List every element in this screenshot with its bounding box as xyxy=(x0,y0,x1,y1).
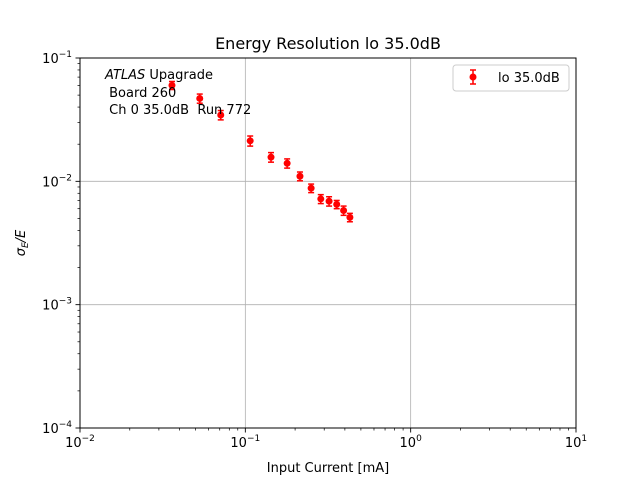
y-axis-label-sigma: σ xyxy=(14,247,29,256)
data-marker xyxy=(267,153,275,161)
y-tick-exponent: −1 xyxy=(59,50,72,60)
data-point xyxy=(217,109,225,121)
x-tick-exponent: −1 xyxy=(247,434,260,444)
data-point xyxy=(325,195,333,207)
annotation-line-2: Board 260 xyxy=(105,86,176,101)
x-tick-base: 10 xyxy=(65,436,82,451)
annotation-line-1: ATLAS Upagrade xyxy=(104,68,213,83)
y-axis-label-tail: /E xyxy=(14,229,29,243)
data-marker xyxy=(325,197,333,205)
data-point xyxy=(283,158,291,169)
data-point xyxy=(333,199,341,210)
y-tick-base: 10 xyxy=(42,299,59,314)
legend: lo 35.0dB xyxy=(452,64,570,92)
data-point xyxy=(296,171,304,182)
x-tick-label: 10−1 xyxy=(230,434,260,451)
x-tick-exponent: 1 xyxy=(581,434,587,444)
data-marker xyxy=(217,111,225,119)
chart-title: Energy Resolution lo 35.0dB xyxy=(215,34,441,53)
x-tick-base: 10 xyxy=(230,436,247,451)
y-tick-label: 10−3 xyxy=(42,297,72,314)
data-marker xyxy=(317,195,325,203)
legend-box xyxy=(452,64,570,92)
data-point xyxy=(346,212,354,223)
annotation-line-3: Ch 0 35.0dB Run 772 xyxy=(105,103,251,118)
y-tick-exponent: −4 xyxy=(59,420,73,430)
data-marker xyxy=(333,200,341,208)
y-tick-exponent: −2 xyxy=(59,173,72,183)
x-tick-exponent: −2 xyxy=(82,434,95,444)
data-marker xyxy=(283,159,291,167)
data-point xyxy=(307,183,315,194)
x-tick-base: 10 xyxy=(400,436,417,451)
y-tick-exponent: −3 xyxy=(59,297,72,307)
data-point xyxy=(196,93,204,104)
legend-marker xyxy=(469,73,477,81)
data-marker xyxy=(296,172,304,180)
y-tick-label: 10−1 xyxy=(42,50,72,67)
data-point xyxy=(246,135,254,147)
data-point xyxy=(267,151,275,163)
y-tick-base: 10 xyxy=(42,175,59,190)
x-tick-base: 10 xyxy=(565,436,582,451)
annotation-block: ATLAS Upagrade Board 260 Ch 0 35.0dB Run… xyxy=(104,68,251,118)
data-point xyxy=(168,80,176,91)
data-series xyxy=(168,80,354,223)
annotation-atlas: ATLAS xyxy=(104,68,145,83)
data-marker xyxy=(340,207,348,215)
y-tick-label: 10−4 xyxy=(42,420,72,437)
x-tick-label: 100 xyxy=(400,434,423,451)
x-tick-label: 10−2 xyxy=(65,434,95,451)
annotation-upagrade: Upagrade xyxy=(145,68,213,83)
data-marker xyxy=(168,81,176,89)
x-tick-exponent: 0 xyxy=(416,434,422,444)
x-axis-label: Input Current [mA] xyxy=(267,461,389,476)
data-marker xyxy=(307,184,315,192)
legend-label: lo 35.0dB xyxy=(498,71,560,86)
y-tick-label: 10−2 xyxy=(42,173,72,190)
data-marker xyxy=(196,94,204,102)
data-marker xyxy=(346,213,354,221)
data-marker xyxy=(246,137,254,145)
y-tick-base: 10 xyxy=(42,52,59,67)
x-tick-label: 101 xyxy=(565,434,587,451)
y-axis-label: σE/E xyxy=(14,229,31,256)
y-tick-base: 10 xyxy=(42,422,59,437)
data-point xyxy=(317,193,325,205)
y-axis-label-subscript: E xyxy=(21,242,31,248)
plot-frame xyxy=(79,57,577,429)
data-point xyxy=(340,205,348,217)
